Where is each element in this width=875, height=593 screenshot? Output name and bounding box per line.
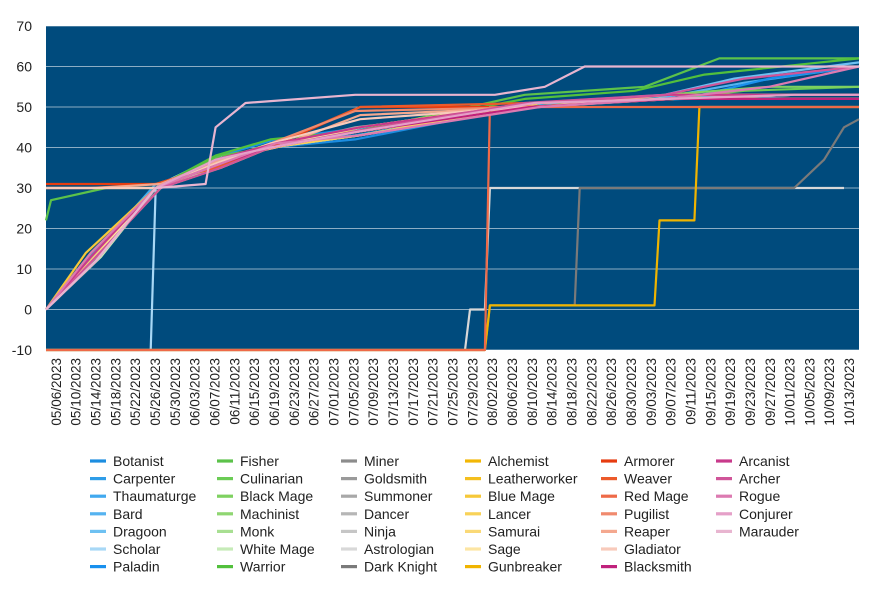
legend-label: Archer	[739, 471, 781, 487]
legend-label: Warrior	[240, 559, 286, 575]
legend-label: Leatherworker	[488, 471, 578, 487]
x-tick-label: 09/15/2023	[703, 358, 718, 426]
legend-label: Reaper	[624, 523, 670, 539]
legend-label: Red Mage	[624, 488, 689, 504]
x-tick-label: 06/11/2023	[227, 358, 242, 425]
legend-label: Gladiator	[624, 541, 681, 557]
y-tick-label: 70	[16, 18, 32, 34]
x-tick-label: 08/18/2023	[564, 358, 579, 426]
x-tick-label: 06/27/2023	[307, 358, 322, 426]
legend-label: Rogue	[739, 488, 780, 504]
series-line	[46, 105, 859, 352]
x-tick-label: 07/21/2023	[426, 358, 441, 426]
x-tick-label: 09/19/2023	[723, 358, 738, 426]
x-tick-label: 08/06/2023	[505, 358, 520, 426]
legend-label: Lancer	[488, 506, 531, 522]
legend-label: Blacksmith	[624, 559, 692, 575]
x-tick-label: 07/01/2023	[327, 358, 342, 426]
y-tick-label: -10	[12, 342, 32, 358]
legend-label: Weaver	[624, 471, 672, 487]
x-tick-label: 06/03/2023	[188, 358, 203, 426]
legend-label: Dark Knight	[364, 559, 437, 575]
series-lines	[44, 57, 860, 352]
y-tick-label: 20	[16, 221, 32, 237]
legend-label: Monk	[240, 523, 275, 539]
y-tick-label: 0	[24, 302, 32, 318]
x-tick-label: 08/14/2023	[545, 358, 560, 426]
y-axis-ticks: -10 0 10 20 30 40 50 60 70	[12, 18, 32, 358]
legend-label: Black Mage	[240, 488, 313, 504]
x-tick-label: 09/23/2023	[743, 358, 758, 426]
legend-label: Miner	[364, 453, 399, 469]
x-tick-label: 06/07/2023	[208, 358, 223, 426]
x-tick-label: 06/23/2023	[287, 358, 302, 426]
legend-label: Gunbreaker	[488, 559, 562, 575]
legend-label: Armorer	[624, 453, 675, 469]
legend-label: Marauder	[739, 523, 799, 539]
y-tick-label: 30	[16, 180, 32, 196]
legend-label: Alchemist	[488, 453, 549, 469]
x-tick-label: 10/05/2023	[802, 358, 817, 426]
x-tick-label: 07/09/2023	[366, 358, 381, 426]
x-tick-label: 08/10/2023	[525, 358, 540, 426]
x-axis-ticks: 05/06/2023 05/10/2023 05/14/2023 05/18/2023…	[49, 358, 857, 426]
legend-label: White Mage	[240, 541, 315, 557]
legend-label: Thaumaturge	[113, 488, 196, 504]
x-tick-label: 08/30/2023	[624, 358, 639, 426]
legend-label: Carpenter	[113, 471, 176, 487]
x-tick-label: 06/19/2023	[267, 358, 282, 426]
x-tick-label: 08/02/2023	[485, 358, 500, 426]
x-tick-label: 06/15/2023	[247, 358, 262, 426]
y-tick-label: 60	[16, 59, 32, 75]
legend-label: Summoner	[364, 488, 433, 504]
legend-label: Dragoon	[113, 523, 167, 539]
legend-label: Machinist	[240, 506, 299, 522]
legend-label: Samurai	[488, 523, 540, 539]
x-tick-label: 07/13/2023	[386, 358, 401, 426]
x-tick-label: 10/13/2023	[842, 358, 857, 426]
legend-label: Arcanist	[739, 453, 790, 469]
y-tick-label: 40	[16, 140, 32, 156]
x-tick-label: 08/22/2023	[584, 358, 599, 426]
x-tick-label: 08/26/2023	[604, 358, 619, 426]
y-tick-label: 10	[16, 261, 32, 277]
x-tick-label: 09/27/2023	[763, 358, 778, 426]
x-tick-label: 05/10/2023	[69, 358, 84, 426]
x-tick-label: 07/25/2023	[445, 358, 460, 426]
legend-label: Bard	[113, 506, 143, 522]
legend-label: Dancer	[364, 506, 409, 522]
legend-label: Conjurer	[739, 506, 793, 522]
x-tick-label: 05/18/2023	[108, 358, 123, 426]
x-tick-label: 10/09/2023	[822, 358, 837, 426]
legend-label: Fisher	[240, 453, 279, 469]
x-tick-label: 05/26/2023	[148, 358, 163, 426]
legend-label: Ninja	[364, 523, 396, 539]
legend-label: Pugilist	[624, 506, 669, 522]
x-tick-label: 07/17/2023	[406, 358, 421, 426]
series-line	[45, 65, 859, 311]
x-tick-label: 09/07/2023	[664, 358, 679, 426]
x-tick-label: 07/05/2023	[346, 358, 361, 426]
legend-label: Paladin	[113, 559, 160, 575]
legend-label: Scholar	[113, 541, 161, 557]
x-tick-label: 09/11/2023	[683, 358, 698, 425]
legend-label: Sage	[488, 541, 521, 557]
x-tick-label: 05/14/2023	[89, 358, 104, 426]
series-line	[45, 93, 859, 311]
x-tick-label: 07/29/2023	[465, 358, 480, 426]
legend-label: Blue Mage	[488, 488, 555, 504]
x-tick-label: 10/01/2023	[783, 358, 798, 426]
x-tick-label: 05/30/2023	[168, 358, 183, 426]
legend-label: Botanist	[113, 453, 164, 469]
x-tick-label: 09/03/2023	[644, 358, 659, 426]
x-tick-label: 05/06/2023	[49, 358, 64, 426]
x-tick-label: 05/22/2023	[128, 358, 143, 426]
y-tick-label: 50	[16, 99, 32, 115]
legend-label: Astrologian	[364, 541, 434, 557]
legend-label: Culinarian	[240, 471, 303, 487]
legend-label: Goldsmith	[364, 471, 427, 487]
